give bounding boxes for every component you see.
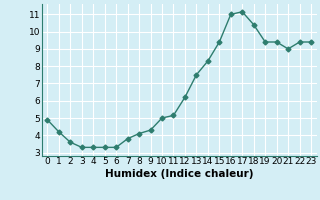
X-axis label: Humidex (Indice chaleur): Humidex (Indice chaleur) (105, 169, 253, 179)
